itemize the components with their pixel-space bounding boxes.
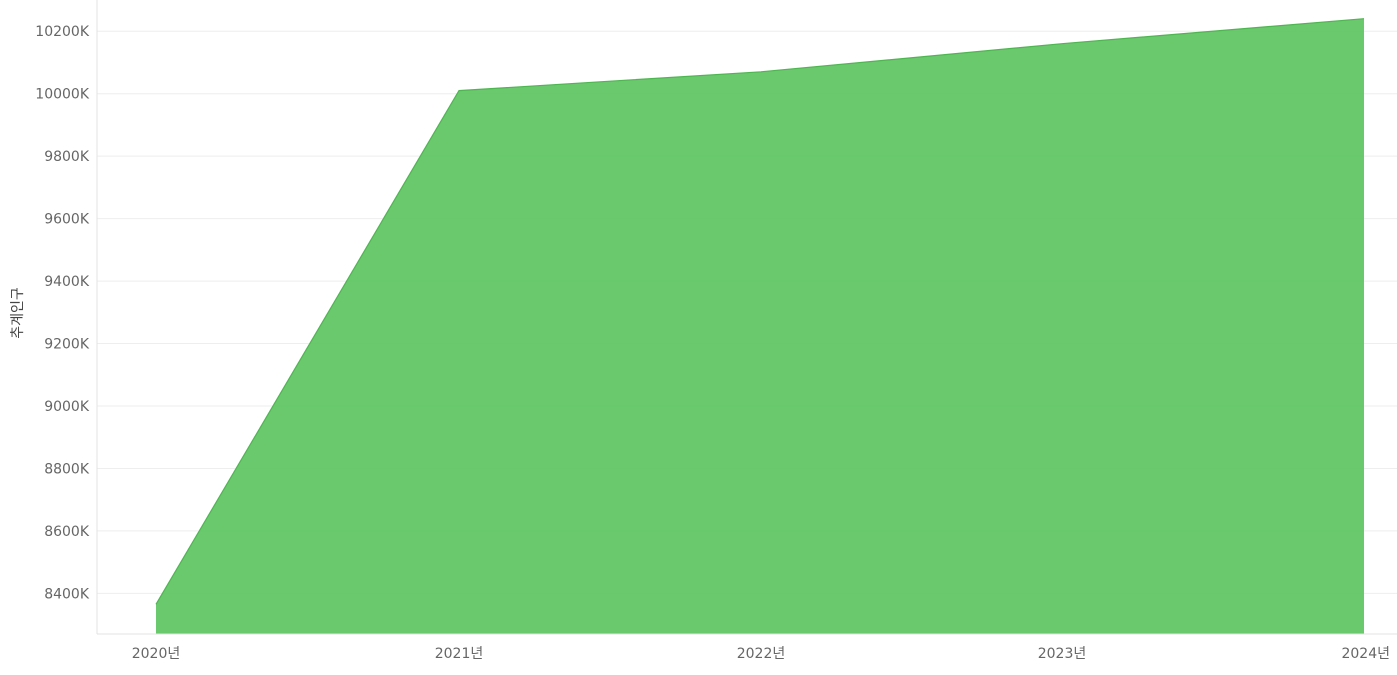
x-tick-label: 2023년 bbox=[1038, 646, 1087, 662]
x-tick-label: 2021년 bbox=[435, 646, 484, 662]
x-tick-label: 2024년 bbox=[1341, 646, 1390, 662]
y-tick-label: 9400K bbox=[44, 274, 90, 290]
y-tick-label: 9800K bbox=[44, 149, 90, 165]
x-axis: 2020년 2021년 2022년 2023년 2024년 bbox=[97, 633, 1397, 662]
y-axis-title: 추계인구 bbox=[10, 287, 26, 339]
x-tick-label: 2022년 bbox=[737, 646, 786, 662]
y-tick-label: 8800K bbox=[44, 461, 90, 477]
y-tick-label: 10200K bbox=[35, 24, 90, 40]
y-tick-label: 9600K bbox=[44, 212, 90, 228]
y-tick-label: 9000K bbox=[44, 399, 90, 415]
y-tick-label: 8400K bbox=[44, 586, 90, 602]
x-tick-label: 2020년 bbox=[132, 646, 181, 662]
y-axis: 8400K 8600K 8800K 9000K 9200K 9400K 9600K 9800K… bbox=[35, 0, 98, 634]
area-fill bbox=[156, 18, 1364, 634]
y-tick-label: 8600K bbox=[44, 524, 90, 540]
y-tick-label: 10000K bbox=[35, 87, 90, 103]
y-tick-label: 9200K bbox=[44, 337, 90, 353]
area-series bbox=[155, 18, 1365, 634]
